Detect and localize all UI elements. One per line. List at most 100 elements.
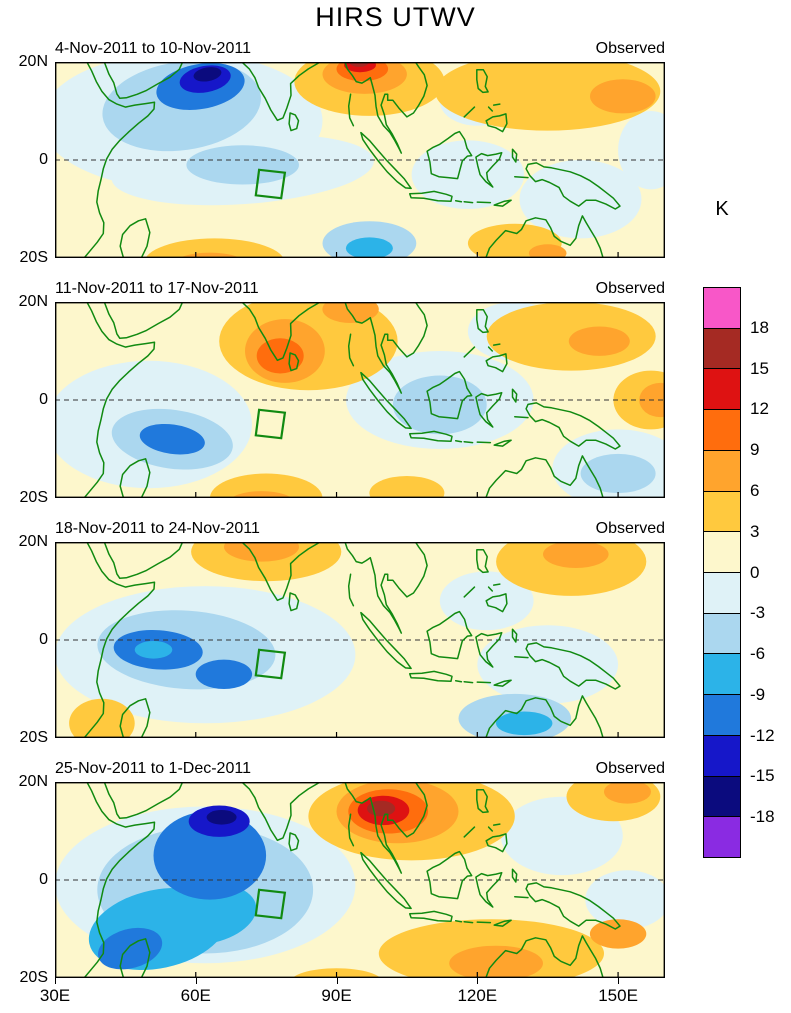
anomaly-blob-navy xyxy=(193,67,222,82)
coastline xyxy=(103,62,184,100)
coastline xyxy=(360,371,412,430)
anomaly-blob-gold xyxy=(496,542,647,596)
coastline xyxy=(463,680,474,684)
coastline xyxy=(485,935,604,978)
panel-date-range: 4-Nov-2011 to 10-Nov-2011 xyxy=(55,40,251,57)
anomaly-blob-orange xyxy=(568,326,630,356)
anomaly-blob-orange xyxy=(604,782,651,804)
coastline xyxy=(347,333,355,367)
anomaly-blob-orange xyxy=(590,79,656,114)
coastline xyxy=(408,430,453,442)
coastline xyxy=(454,199,463,203)
coastline xyxy=(241,782,321,842)
coastline xyxy=(493,199,512,207)
colorbar-tick-label: -12 xyxy=(750,725,775,745)
anomaly-blob-palecyan xyxy=(477,625,619,704)
coastline xyxy=(514,655,529,659)
coastline xyxy=(454,919,463,923)
colorbar-segment-orangered xyxy=(704,410,740,451)
lon-tick-mark xyxy=(336,978,338,984)
map-frame-border xyxy=(55,302,665,498)
coastline xyxy=(492,343,501,346)
coastline xyxy=(426,610,473,660)
coastline xyxy=(288,352,300,372)
coastline xyxy=(360,851,412,910)
anomaly-blob-blue xyxy=(195,659,253,689)
panel-header: 18-Nov-2011 to 24-Nov-2011 Observed xyxy=(55,520,665,538)
coastline xyxy=(83,62,156,258)
coastline xyxy=(347,813,355,847)
map-canvas xyxy=(55,302,665,498)
coastline xyxy=(463,826,476,838)
colorbar-segment-darkblue xyxy=(704,735,740,777)
anomaly-map xyxy=(55,542,665,738)
study-region-box xyxy=(254,648,287,680)
colorbar-segment-blue xyxy=(704,695,740,736)
coastline xyxy=(476,69,489,94)
coastline xyxy=(476,549,489,574)
coastline xyxy=(344,302,428,394)
study-region-box xyxy=(254,888,287,920)
coastline xyxy=(475,631,503,668)
coastline xyxy=(475,871,503,908)
map-canvas xyxy=(55,542,665,738)
anomaly-blob-orange xyxy=(224,542,299,562)
colorbar-tick-label: 0 xyxy=(750,562,760,582)
colorbar-tick-label: 18 xyxy=(750,317,769,337)
coastline xyxy=(525,642,621,690)
coastline xyxy=(514,415,529,419)
lat-tick-20n: 20N xyxy=(18,533,48,550)
colorbar-segment-paleyellow xyxy=(704,532,740,574)
coastline xyxy=(241,62,321,122)
coastline xyxy=(485,833,508,853)
lat-tick-20s: 20S xyxy=(19,249,48,266)
coastline xyxy=(344,62,428,154)
coastline xyxy=(463,200,474,204)
coastline xyxy=(476,921,492,924)
coastline xyxy=(493,919,512,927)
lat-tick-0: 0 xyxy=(39,631,48,648)
anomaly-blob-gold xyxy=(69,698,135,738)
lon-tick-label: 150E xyxy=(598,986,638,1005)
colorbar-tick-label: -6 xyxy=(750,644,766,664)
coastline xyxy=(119,938,151,978)
colorbar-segment-darkred xyxy=(704,328,740,370)
coastline xyxy=(476,789,489,814)
anomaly-blob-navy xyxy=(206,810,237,825)
colorbar-segment-palecyan xyxy=(704,573,740,614)
anomaly-blob-lightblue xyxy=(392,375,487,435)
coastline xyxy=(475,151,503,188)
coastline xyxy=(476,441,492,444)
coastline xyxy=(360,611,412,670)
lon-tick-label: 60E xyxy=(180,986,211,1005)
coastline xyxy=(288,592,300,612)
coastline xyxy=(492,583,501,586)
coastline xyxy=(347,573,355,607)
coastline xyxy=(476,681,492,684)
anomaly-blob-cyan xyxy=(154,883,257,945)
lon-axis: 30E 60E 90E 120E 150E xyxy=(0,978,791,1012)
coastline xyxy=(119,218,151,258)
colorbar-tick-label: 12 xyxy=(750,399,769,419)
panel-header: 4-Nov-2011 to 10-Nov-2011 Observed xyxy=(55,40,665,58)
colorbar-tick-label: 6 xyxy=(750,480,760,500)
anomaly-blob-orange xyxy=(528,244,567,258)
anomaly-map xyxy=(55,302,665,498)
coastline xyxy=(454,679,463,683)
coastline xyxy=(511,628,518,643)
coastline xyxy=(426,370,473,420)
panel-header: 25-Nov-2011 to 1-Dec-2011 Observed xyxy=(55,760,665,778)
anomaly-blob-orange xyxy=(449,945,543,978)
lat-tick-20n: 20N xyxy=(18,53,48,70)
anomaly-blob-cyan xyxy=(345,237,393,258)
lat-tick-20n: 20N xyxy=(18,293,48,310)
anomaly-blob-blue xyxy=(98,927,163,970)
map-frame-border xyxy=(55,782,665,978)
map-panel-3: 18-Nov-2011 to 24-Nov-2011 Observed 20N … xyxy=(0,520,791,746)
lon-tick-mark xyxy=(55,978,56,984)
coastline xyxy=(525,402,621,450)
colorbar-segment-purple xyxy=(704,817,740,858)
coastline xyxy=(103,302,184,340)
lat-tick-0: 0 xyxy=(39,151,48,168)
panel-source-label: Observed xyxy=(595,760,665,777)
